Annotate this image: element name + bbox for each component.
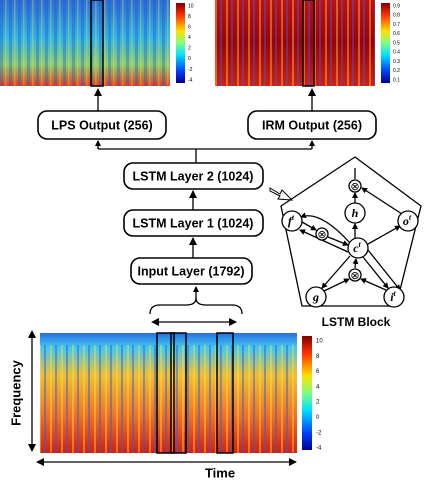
- node-base: i: [390, 290, 394, 304]
- lstm-layer-1-box: [123, 209, 264, 237]
- connector: [98, 148, 312, 163]
- box-label: IRM Output (256): [262, 118, 362, 132]
- node-base: h: [352, 206, 359, 220]
- colorbar-label: 0.4: [393, 50, 400, 56]
- input-layer-box: [130, 257, 253, 285]
- colorbar-label: 0.7: [393, 22, 400, 28]
- colorbar-label: 0.3: [393, 59, 400, 65]
- colorbar-label: 0.5: [393, 40, 400, 46]
- operator: ⊗: [350, 270, 359, 282]
- node-sup: t: [409, 213, 412, 222]
- irm-spectrogram: [215, 0, 390, 87]
- colorbar-label: 0: [188, 56, 191, 62]
- colorbar-label: 2: [188, 46, 191, 52]
- node-base: g: [312, 290, 319, 304]
- colorbar-label: 0.9: [393, 3, 400, 9]
- colorbar-label: 0: [316, 415, 320, 421]
- colorbar-label: 0.2: [393, 68, 400, 74]
- lps-spectrogram: [0, 0, 185, 87]
- colorbar-label: 6: [316, 369, 320, 375]
- colorbar-label: 8: [316, 354, 320, 360]
- colorbar-label: 10: [188, 3, 194, 9]
- node-label: ft: [288, 213, 295, 228]
- lstm-block: [280, 156, 422, 308]
- time-label: Time: [205, 465, 235, 480]
- colorbar-label: 6: [188, 24, 191, 30]
- node-label: h: [352, 206, 359, 220]
- colorbar-label: -4: [188, 77, 193, 83]
- colorbar-label: 10: [316, 339, 323, 345]
- colorbar-label: 0.8: [393, 13, 400, 19]
- box-label: LSTM Layer 2 (1024): [133, 169, 254, 183]
- colorbar-label: 4: [316, 384, 320, 390]
- colorbar-label: 2: [316, 400, 320, 406]
- brace: [149, 297, 243, 315]
- irm-output-box: [247, 110, 377, 140]
- node-label: ct: [353, 240, 361, 255]
- operator: ⊗: [350, 181, 359, 193]
- node-label: it: [390, 289, 396, 304]
- colorbar-label: -4: [316, 446, 322, 452]
- lstm-layer-2-box: [123, 162, 264, 190]
- box-label: Input Layer (1792): [138, 264, 245, 278]
- node-sup: t: [292, 213, 295, 222]
- colorbar-label: 0.1: [393, 77, 400, 83]
- colorbar-label: -2: [188, 67, 193, 73]
- lps-output-box: [37, 110, 167, 140]
- node-sup: t: [394, 289, 397, 298]
- colorbar-label: 4: [188, 35, 191, 41]
- node-sup: t: [359, 240, 362, 249]
- colorbar-label: 0.6: [393, 31, 400, 37]
- colorbar-label: -2: [316, 430, 322, 436]
- hollow-arrow: [269, 187, 294, 201]
- input-spectrogram: [40, 332, 312, 454]
- box-label: LPS Output (256): [51, 118, 152, 132]
- operator: ⊗: [317, 229, 326, 241]
- node-base: f: [288, 214, 293, 228]
- box-label: LSTM Layer 1 (1024): [133, 216, 254, 230]
- node-label: g: [312, 290, 319, 304]
- node-base: o: [403, 214, 409, 228]
- node-base: c: [353, 241, 359, 255]
- node-label: ot: [403, 213, 412, 228]
- lstm-block-title: LSTM Block: [322, 315, 391, 329]
- colorbar-label: 8: [188, 14, 191, 20]
- frequency-label: Frequency: [8, 359, 23, 426]
